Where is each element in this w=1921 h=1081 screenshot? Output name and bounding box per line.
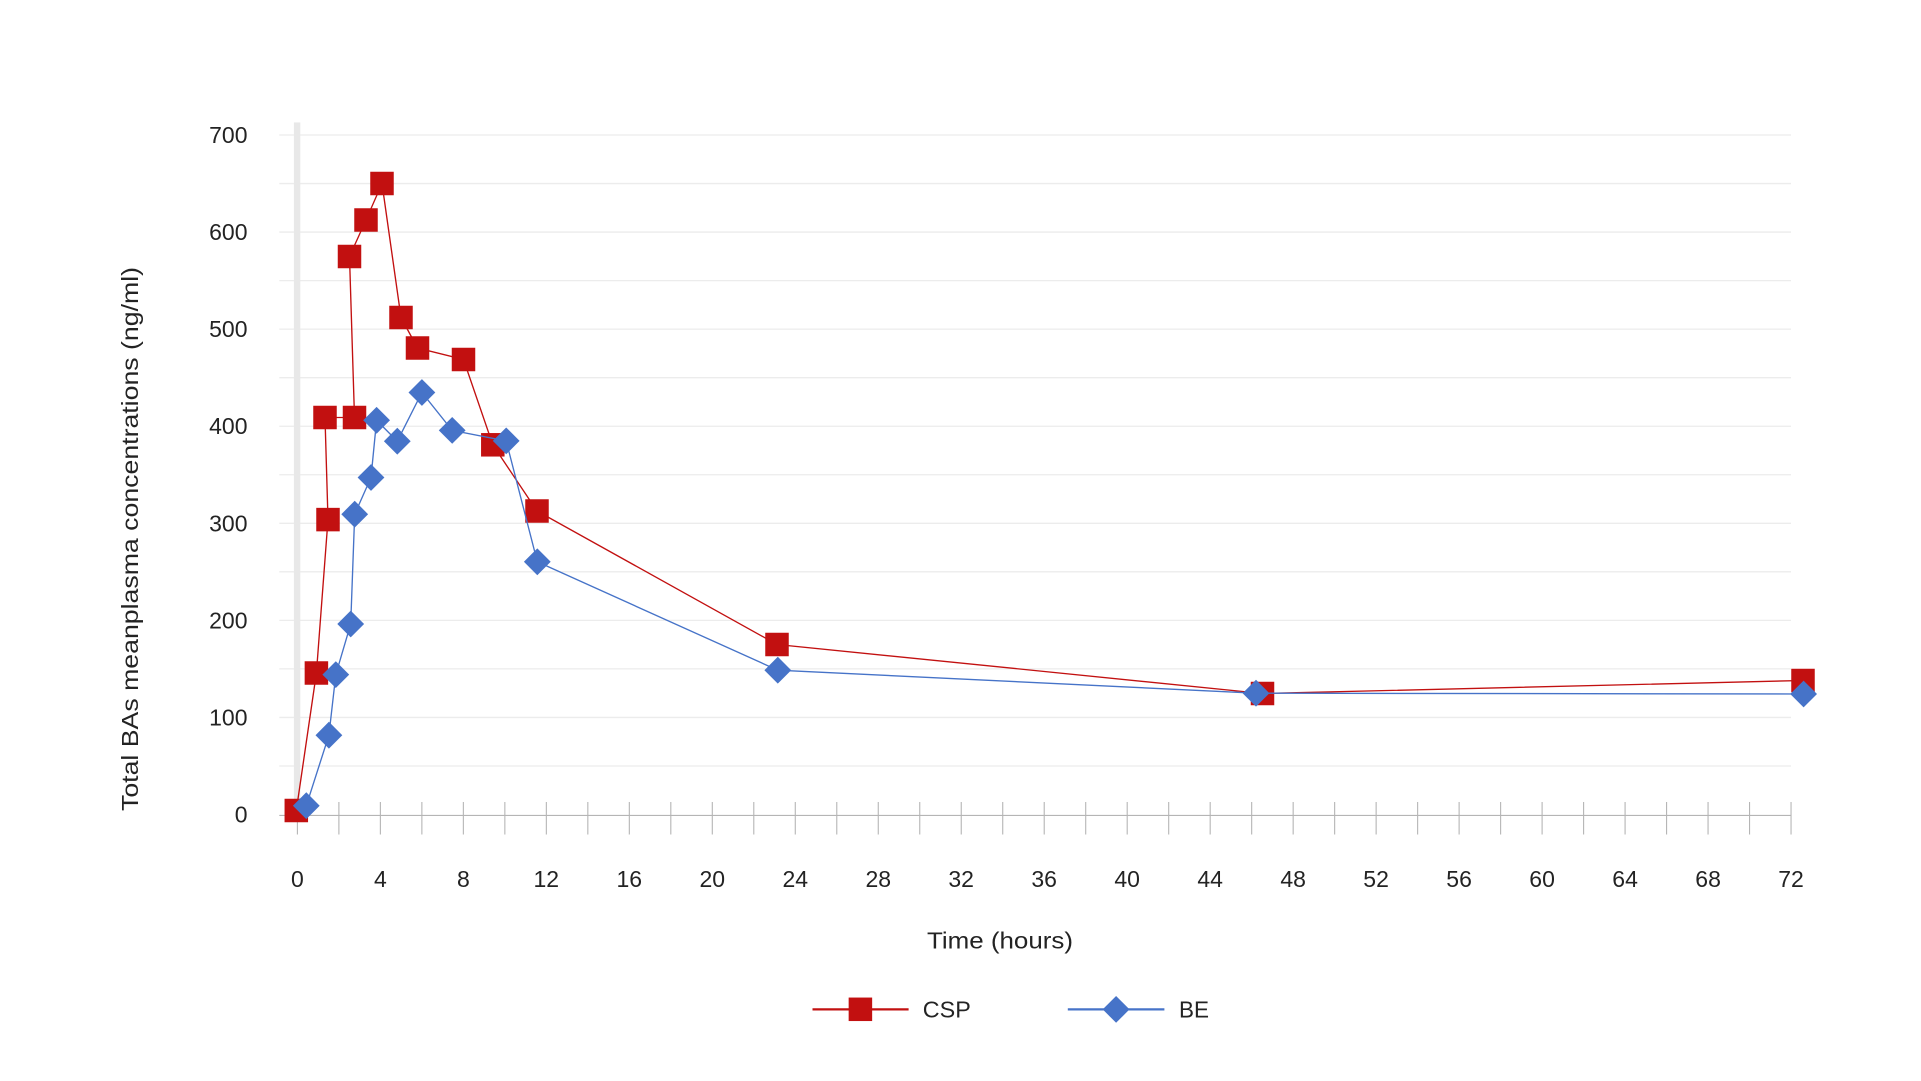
svg-text:700: 700 <box>209 122 247 148</box>
svg-text:64: 64 <box>1612 866 1638 892</box>
svg-text:500: 500 <box>209 316 247 342</box>
svg-text:BE: BE <box>1179 996 1209 1022</box>
svg-text:300: 300 <box>209 510 247 536</box>
svg-text:48: 48 <box>1280 866 1306 892</box>
svg-text:12: 12 <box>534 866 560 892</box>
svg-text:60: 60 <box>1529 866 1555 892</box>
svg-text:40: 40 <box>1114 866 1140 892</box>
svg-text:200: 200 <box>209 607 247 633</box>
svg-text:16: 16 <box>617 866 643 892</box>
svg-text:72: 72 <box>1778 866 1804 892</box>
svg-text:56: 56 <box>1446 866 1472 892</box>
svg-text:0: 0 <box>291 866 304 892</box>
svg-text:68: 68 <box>1695 866 1721 892</box>
svg-text:CSP: CSP <box>923 996 971 1022</box>
svg-text:20: 20 <box>700 866 726 892</box>
svg-text:44: 44 <box>1197 866 1223 892</box>
svg-text:Total BAs meanplasma concentra: Total BAs meanplasma concentrations (ng/… <box>117 267 143 811</box>
svg-text:600: 600 <box>209 219 247 245</box>
svg-text:Time (hours): Time (hours) <box>927 928 1073 954</box>
svg-text:4: 4 <box>374 866 387 892</box>
svg-text:24: 24 <box>783 866 809 892</box>
svg-text:52: 52 <box>1363 866 1389 892</box>
svg-text:400: 400 <box>209 413 247 439</box>
svg-text:8: 8 <box>457 866 470 892</box>
svg-text:28: 28 <box>866 866 892 892</box>
svg-text:32: 32 <box>948 866 974 892</box>
svg-text:36: 36 <box>1031 866 1057 892</box>
svg-text:100: 100 <box>209 704 247 730</box>
svg-text:0: 0 <box>235 802 248 828</box>
